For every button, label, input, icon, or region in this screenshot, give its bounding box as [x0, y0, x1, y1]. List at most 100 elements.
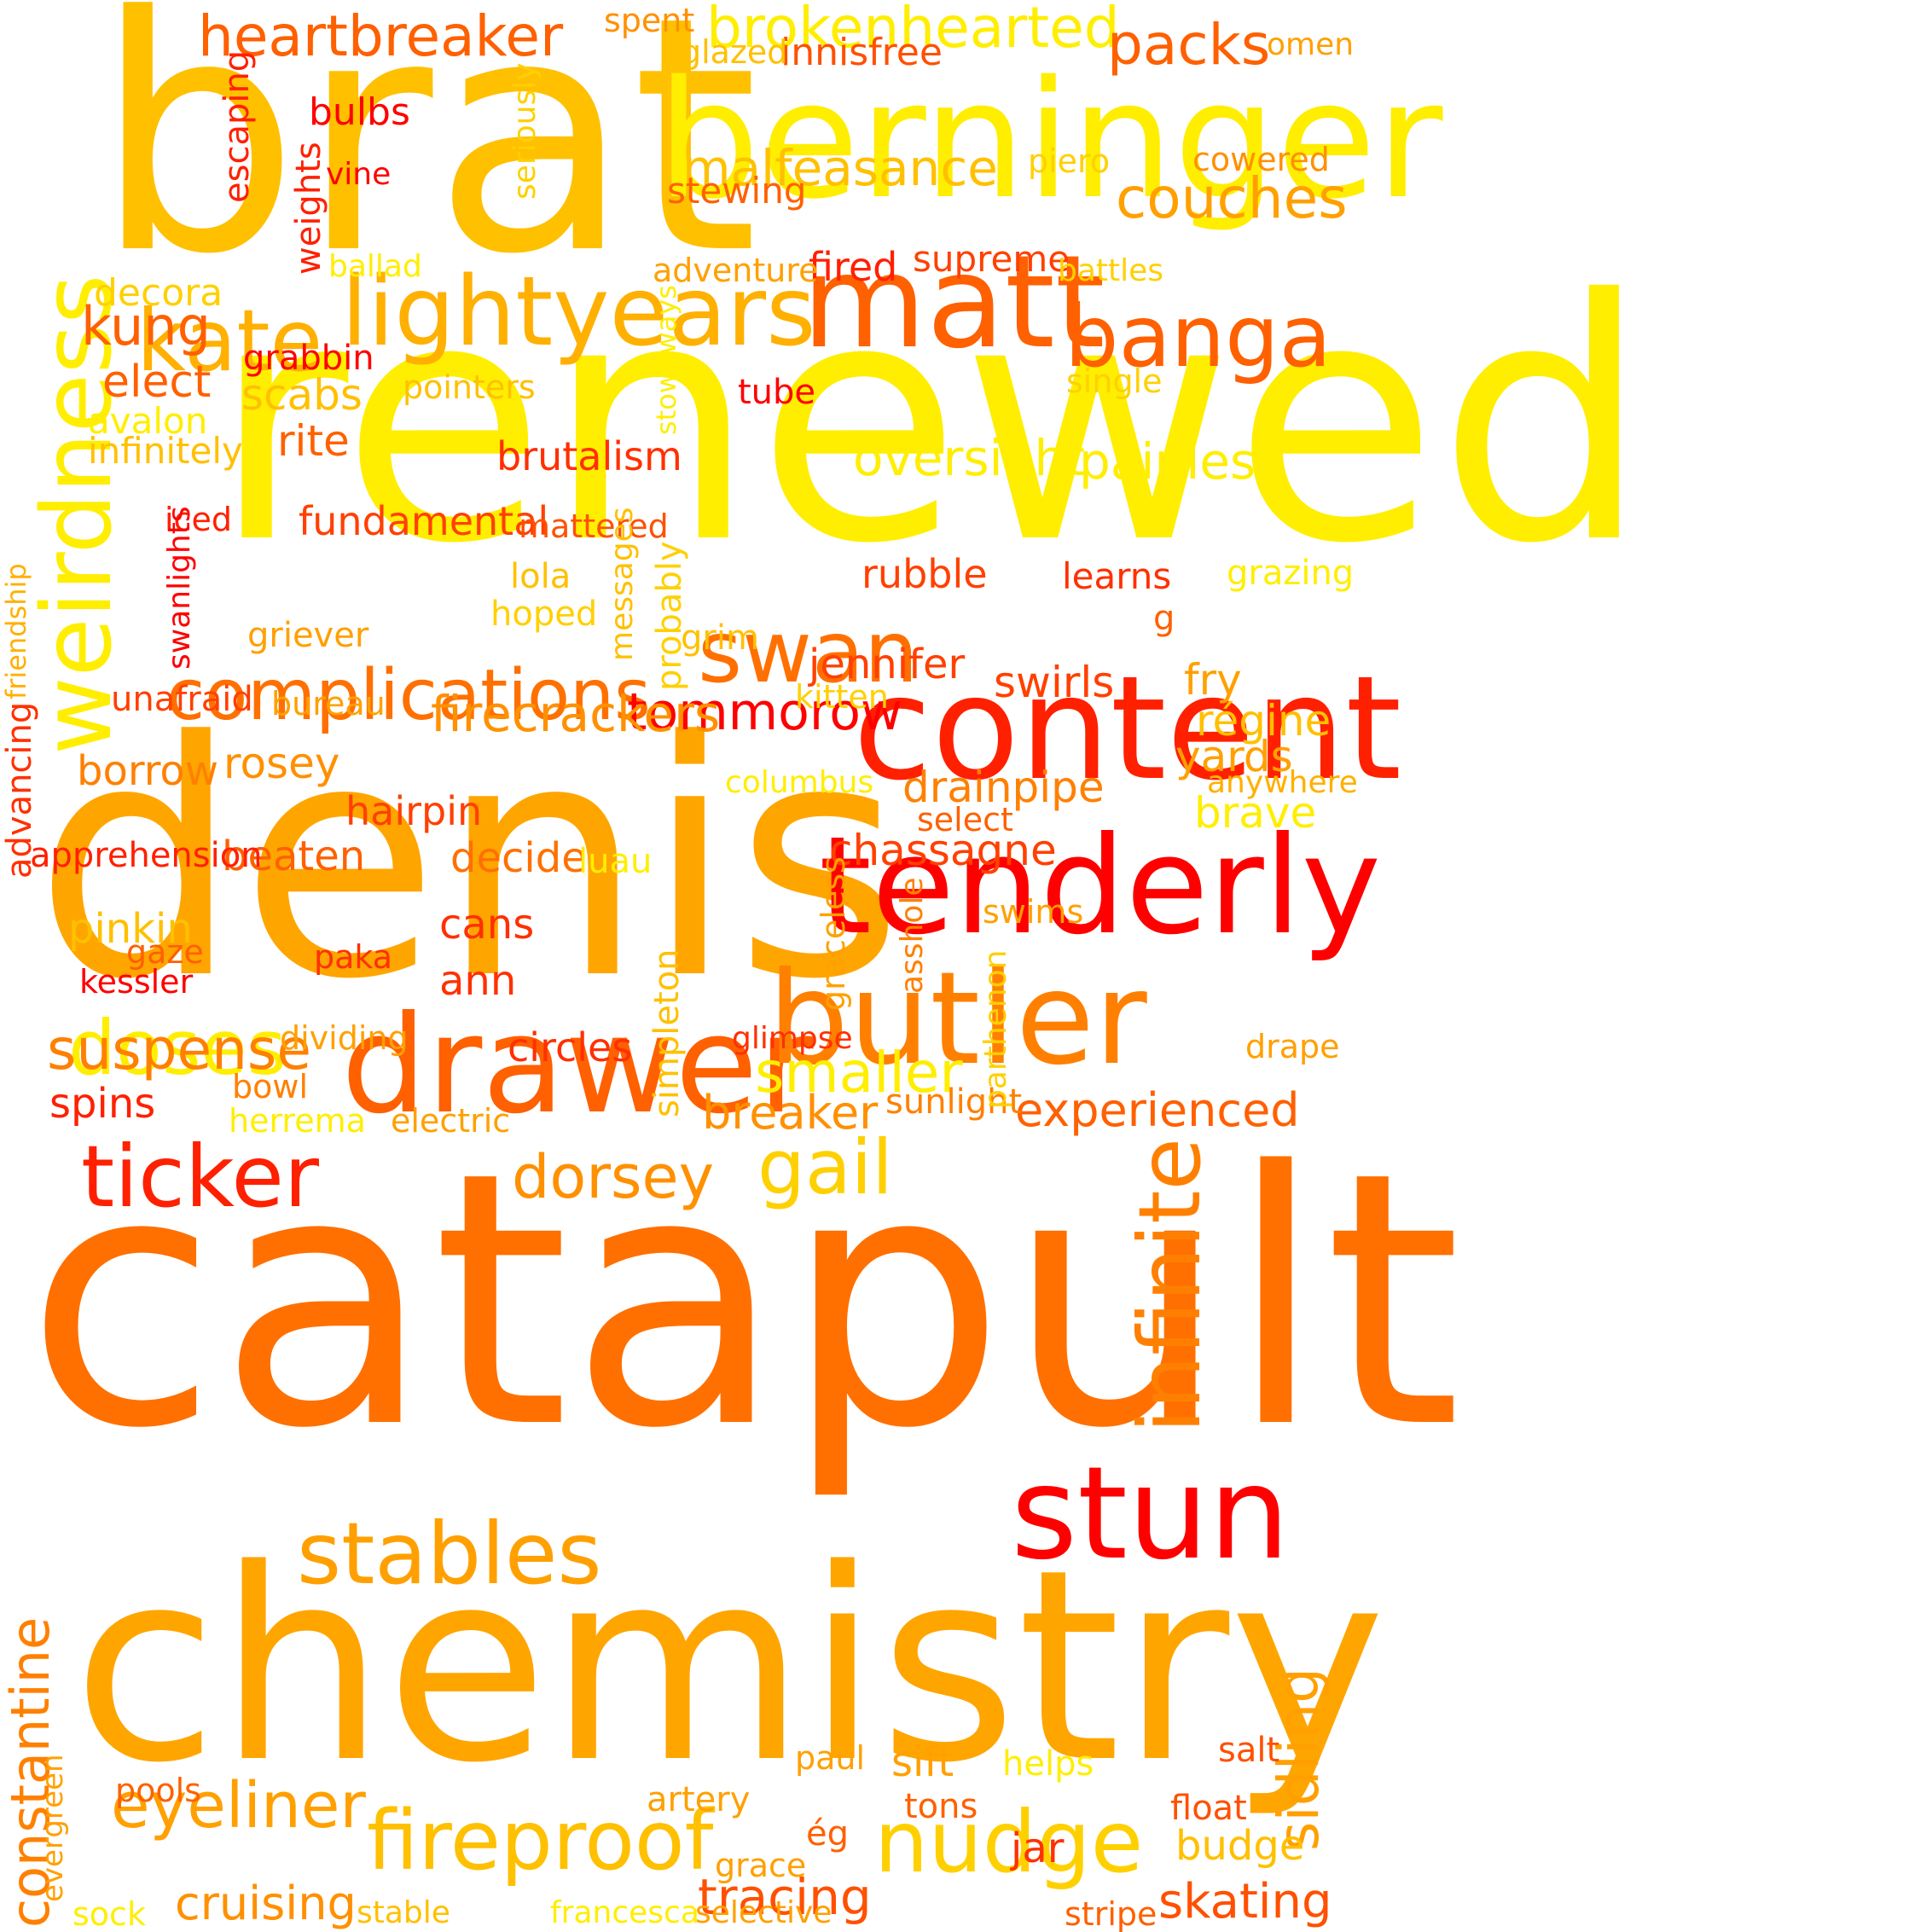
word-kate: kate [136, 291, 323, 391]
word-evergreen: evergreen [36, 1754, 70, 1902]
word-spins: spins [49, 1080, 156, 1128]
word-apprehension: apprehension [30, 836, 263, 875]
word-renewed: renewed [212, 229, 1650, 616]
word-sunlight: sunlight [885, 1082, 1023, 1122]
word-salt: salt [1218, 1731, 1280, 1770]
word-doses: doses [68, 1004, 287, 1092]
word-drape: drape [1245, 1028, 1340, 1065]
word-denis: denis [34, 672, 904, 1050]
word-cans: cans [439, 901, 535, 949]
word-luau: luau [578, 842, 653, 881]
word-g: g [1153, 599, 1175, 638]
word-probably: probably [650, 541, 689, 691]
word-brave: brave [1194, 788, 1317, 838]
word-fired: fired [809, 244, 898, 290]
word-rosey: rosey [223, 739, 340, 788]
word-jar: jar [1011, 1825, 1065, 1872]
word-smaller: smaller [755, 1040, 963, 1105]
word-friendship: friendship [0, 563, 32, 699]
word-elect: elect [102, 357, 212, 408]
word-chassagne: chassagne [829, 826, 1057, 875]
word-paka: paka [314, 938, 393, 976]
word-borrow: borrow [77, 747, 219, 795]
word-drawer: drawer [341, 987, 814, 1144]
word-yards: yards [1175, 732, 1293, 781]
word-stun: stun [1011, 1440, 1291, 1588]
word-packs: packs [1107, 12, 1271, 78]
word-nudge: nudge [874, 1792, 1144, 1892]
word-lightyears: lightyears [341, 257, 816, 368]
word-supreme: supreme [913, 238, 1070, 280]
word-adventure: adventure [653, 252, 819, 289]
word-swanlights: swanlights [162, 506, 197, 670]
word-tube: tube [738, 373, 816, 412]
word-lola: lola [510, 557, 571, 596]
word-asshole: asshole [895, 877, 930, 994]
word-single: single [1066, 363, 1163, 400]
word-mattered: mattered [519, 508, 669, 545]
word-stripe: stripe [1065, 1895, 1157, 1932]
word-tons: tons [904, 1787, 978, 1826]
word-eyeliner: eyeliner [111, 1769, 366, 1842]
word-grace: grace [715, 1847, 807, 1884]
word-swirls: swirls [994, 658, 1115, 707]
word-learns: learns [1062, 555, 1172, 597]
word-float: float [1170, 1789, 1247, 1828]
word-seriously: seriously [508, 62, 542, 200]
word-brokenhearted: brokenhearted [706, 0, 1120, 61]
word-stable: stable [357, 1895, 450, 1930]
word-pinkin: pinkin [68, 905, 193, 953]
word-catapult: catapult [26, 1097, 1462, 1505]
word-grim: grim [681, 618, 759, 658]
word-grabbin: grabbin [243, 339, 374, 378]
word-parthenon: parthenon [978, 949, 1013, 1109]
word-innisfree: innisfree [780, 31, 943, 74]
word-butler: butler [768, 945, 1147, 1094]
word-sift: sift [891, 1738, 954, 1786]
word-escaping: escaping [218, 49, 257, 203]
word-ticker: ticker [81, 1127, 319, 1227]
word-simpleton: simpleton [647, 949, 687, 1117]
word-content: content [853, 645, 1402, 812]
word-gaze: gaze [126, 933, 204, 971]
word-grazing: grazing [1227, 554, 1355, 593]
word-anywhere: anywhere [1207, 765, 1358, 800]
word-unafraid: unafraid [111, 680, 253, 719]
word-tommorow: tommorow [627, 682, 902, 742]
word-dividing: dividing [280, 1019, 409, 1057]
word-bureau: bureau [271, 685, 386, 722]
word-fireproof: fireproof [367, 1793, 714, 1888]
word-stowaways: stowaways [650, 285, 682, 435]
word-budge: budge [1175, 1822, 1305, 1870]
word-matt: matt [802, 229, 1105, 377]
word-kung: kung [81, 295, 211, 357]
word-select: select [917, 801, 1013, 838]
word-brutalism: brutalism [496, 433, 682, 479]
word-infinite: infinite [1120, 1137, 1220, 1433]
word-ann: ann [439, 957, 517, 1005]
word-messages: messages [605, 507, 640, 661]
word-banga: banga [1065, 287, 1332, 386]
word-griever: griever [247, 616, 369, 655]
word-swan: swan [698, 602, 919, 702]
word-decora: decora [94, 271, 223, 315]
word-berninger: berninger [657, 46, 1443, 235]
word-sock: sock [73, 1895, 146, 1932]
word-vine: vine [326, 157, 392, 192]
word-skating: skating [1158, 1874, 1332, 1929]
word-francesca: francesca [550, 1895, 699, 1930]
word-breaker: breaker [702, 1086, 879, 1140]
word-bowl: bowl [232, 1068, 309, 1105]
word-complications: complications [166, 655, 651, 736]
word-spent: spent [604, 2, 695, 39]
word-pools: pools [115, 1772, 201, 1809]
word-gail: gail [757, 1123, 893, 1211]
word-dorsey: dorsey [512, 1142, 715, 1212]
word-stables: stables [297, 1504, 602, 1604]
word-columbus: columbus [725, 765, 874, 800]
word-jennifer: jennifer [809, 641, 966, 688]
word-infinitely: infinitely [88, 430, 243, 472]
word-malfeasance: malfeasance [682, 139, 998, 197]
word-beaten: beaten [222, 833, 366, 880]
